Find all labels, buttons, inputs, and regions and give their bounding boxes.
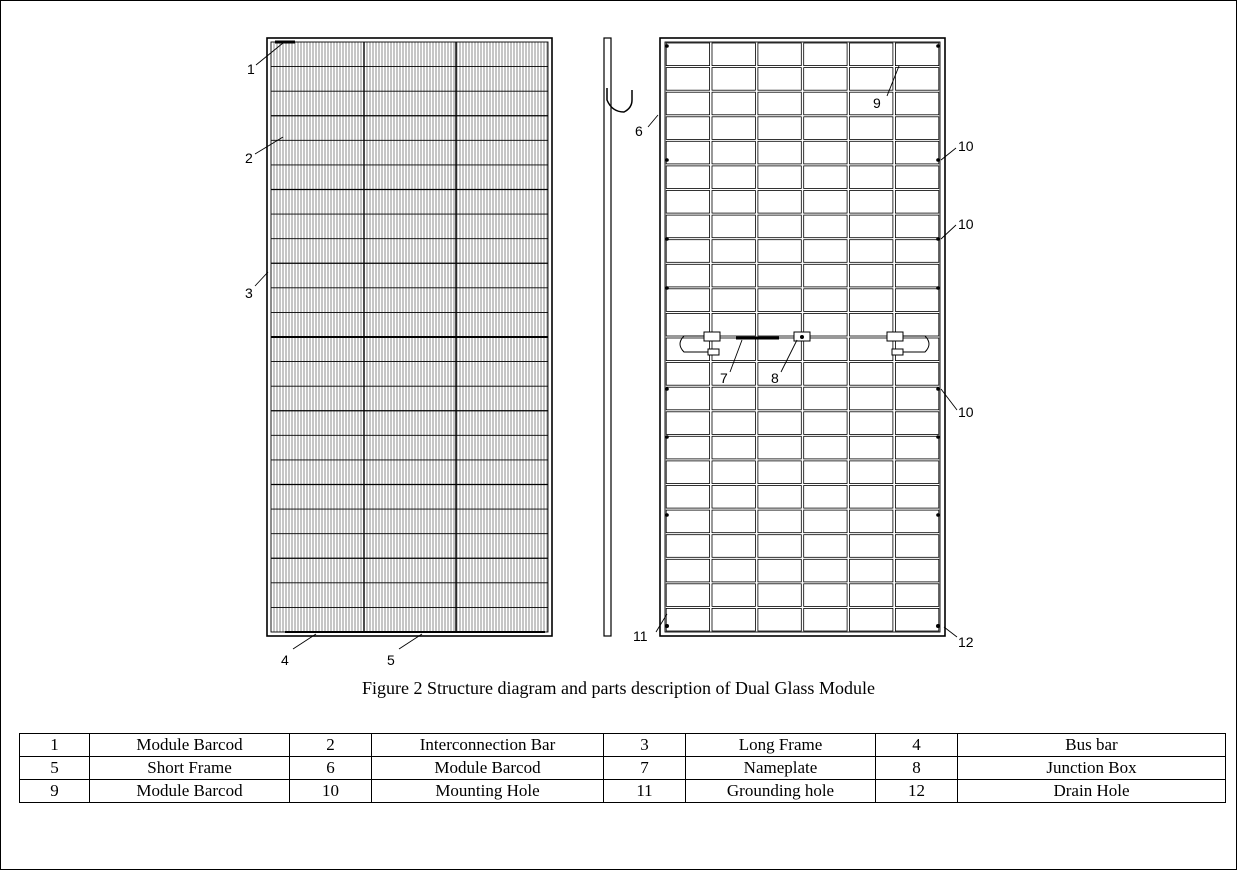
figure-caption: Figure 2 Structure diagram and parts des…: [362, 678, 875, 698]
part-name-cell: Drain Hole: [957, 779, 1226, 803]
callout-10-bottom: 10: [958, 404, 974, 420]
junction-box-right: [886, 331, 930, 356]
callout-8: 8: [771, 370, 779, 386]
table-row: 9 Module Barcod 10 Mounting Hole 11 Grounding…: [19, 779, 1226, 803]
callout-10-top: 10: [958, 138, 974, 154]
drain-hole: [936, 624, 940, 628]
mounting-hole: [665, 158, 669, 162]
mounting-hole: [936, 387, 940, 391]
front-view-panel: [266, 37, 553, 637]
part-number-cell: 12: [875, 779, 958, 803]
callout-10-middle: 10: [958, 216, 974, 232]
callout-6: 6: [635, 123, 643, 139]
part-number-cell: 4: [875, 733, 958, 757]
part-number-cell: 5: [19, 756, 90, 780]
part-number-cell: 2: [289, 733, 372, 757]
mounting-hole: [665, 387, 669, 391]
part-number-cell: 6: [289, 756, 372, 780]
callout-9: 9: [873, 95, 881, 111]
module-structure-diagram: 1 2 3 4 5 6 7 8 9 10 10 10 11 12: [245, 37, 974, 668]
part-name-cell: Nameplate: [685, 756, 876, 780]
leader-lines: [254, 42, 958, 650]
callout-2: 2: [245, 150, 253, 166]
part-name-cell: Interconnection Bar: [371, 733, 604, 757]
part-name-cell: Long Frame: [685, 733, 876, 757]
part-number-cell: 8: [875, 756, 958, 780]
parts-description-table: 1 Module Barcod 2 Interconnection Bar 3 Long …: [19, 733, 1226, 803]
mounting-hole: [665, 435, 669, 439]
part-name-cell: Module Barcod: [89, 733, 290, 757]
side-view-frame: [603, 37, 633, 637]
callout-5: 5: [387, 652, 395, 668]
table-row: 5 Short Frame 6 Module Barcod 7 Nameplate 8 Jun…: [19, 756, 1226, 780]
mounting-hole: [936, 513, 940, 517]
table-row: 1 Module Barcod 2 Interconnection Bar 3 Long …: [19, 733, 1226, 757]
junction-box-left: [679, 331, 721, 356]
part-number-cell: 7: [603, 756, 686, 780]
mounting-hole: [936, 286, 940, 290]
mounting-hole: [936, 237, 940, 241]
part-number-cell: 1: [19, 733, 90, 757]
part-number-cell: 10: [289, 779, 372, 803]
mounting-hole: [665, 237, 669, 241]
junction-box-middle: [793, 331, 811, 342]
grounding-hole: [665, 624, 669, 628]
part-name-cell: Short Frame: [89, 756, 290, 780]
callout-11: 11: [633, 628, 648, 644]
part-number-cell: 9: [19, 779, 90, 803]
callout-labels: 1 2 3 4 5 6 7 8 9 10 10 10 11 12: [245, 61, 974, 668]
mounting-hole: [665, 286, 669, 290]
callout-3: 3: [245, 285, 253, 301]
mounting-holes: [665, 158, 940, 517]
part-number-cell: 11: [603, 779, 686, 803]
part-number-cell: 3: [603, 733, 686, 757]
part-name-cell: Module Barcod: [371, 756, 604, 780]
callout-12: 12: [958, 634, 974, 650]
part-name-cell: Bus bar: [957, 733, 1226, 757]
mounting-hole: [936, 158, 940, 162]
callout-7: 7: [720, 370, 728, 386]
side-barcode-clip: [606, 88, 633, 113]
mounting-hole: [936, 435, 940, 439]
part-name-cell: Junction Box: [957, 756, 1226, 780]
part-name-cell: Grounding hole: [685, 779, 876, 803]
mounting-hole: [665, 513, 669, 517]
back-cell-grid: [665, 42, 940, 632]
back-view-panel: [659, 37, 946, 637]
callout-1: 1: [247, 61, 255, 77]
part-name-cell: Module Barcod: [89, 779, 290, 803]
part-name-cell: Mounting Hole: [371, 779, 604, 803]
callout-4: 4: [281, 652, 289, 668]
